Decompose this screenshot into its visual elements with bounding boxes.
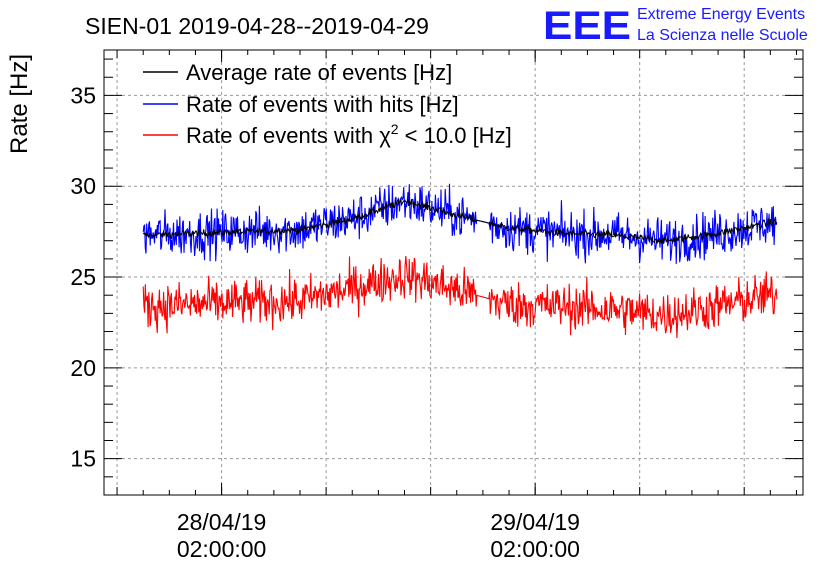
grid-lines (104, 50, 803, 495)
axes: 152025303528/04/1902:00:0029/04/1902:00:… (70, 50, 803, 562)
x-tick-label-date: 29/04/19 (490, 509, 580, 535)
x-tick-label-date: 28/04/19 (177, 509, 267, 535)
series-line-hits (142, 183, 777, 264)
y-tick-label: 20 (70, 355, 96, 381)
series-line-average (142, 197, 778, 245)
x-tick-label-time: 02:00:00 (490, 536, 580, 562)
legend-label-hits: Rate of events with hits [Hz] (186, 92, 459, 117)
eee-logo: EEE Extreme Energy Events La Scienza nel… (543, 4, 808, 48)
eee-logo-line2: La Scienza nelle Scuole (637, 27, 808, 44)
y-tick-label: 30 (70, 173, 96, 199)
legend: Average rate of events [Hz] Rate of even… (143, 60, 512, 148)
chart-title: SIEN-01 2019-04-28--2019-04-29 (85, 13, 429, 39)
y-tick-label: 35 (70, 82, 96, 108)
series-line-chi2 (142, 256, 778, 339)
y-tick-label: 15 (70, 446, 96, 472)
legend-label-chi2: Rate of events with χ2 < 10.0 [Hz] (186, 121, 512, 148)
y-axis-label: Rate [Hz] (6, 54, 33, 154)
eee-logo-line1: Extreme Energy Events (637, 6, 805, 23)
legend-label-chi2-prefix: Rate of events with χ (186, 123, 391, 148)
legend-label-chi2-suffix: < 10.0 [Hz] (399, 123, 512, 148)
legend-label-chi2-sup: 2 (391, 121, 399, 137)
series-layer (142, 183, 778, 339)
y-tick-label: 25 (70, 264, 96, 290)
x-tick-label-time: 02:00:00 (177, 536, 267, 562)
legend-label-average: Average rate of events [Hz] (186, 60, 452, 85)
plot-frame (103, 49, 804, 496)
eee-logo-mark: EEE (543, 4, 631, 48)
